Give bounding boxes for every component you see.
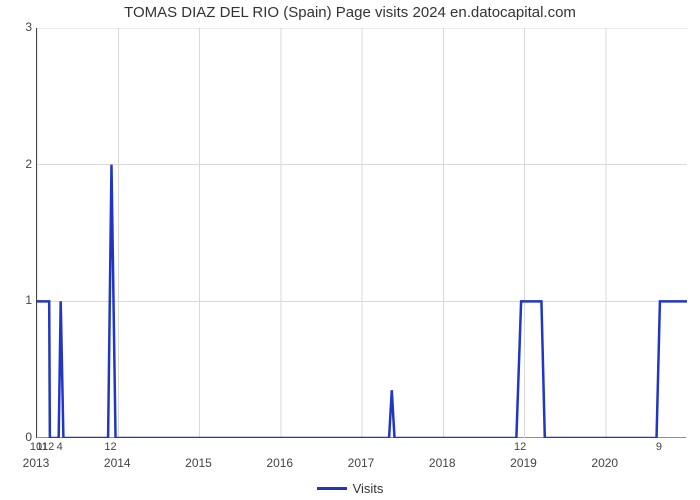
plot-area [36, 28, 686, 438]
x-major-tick-label: 2015 [179, 456, 219, 470]
x-major-tick-label: 2014 [97, 456, 137, 470]
x-minor-tick-label: 12 [100, 441, 120, 453]
legend: Visits [0, 480, 700, 496]
x-major-tick-label: 2018 [422, 456, 462, 470]
x-minor-tick-label: 9 [649, 441, 669, 453]
y-tick-label: 2 [8, 157, 32, 171]
x-minor-tick-label: 12 [510, 441, 530, 453]
x-major-tick-label: 2020 [585, 456, 625, 470]
x-minor-tick-label: 4 [50, 441, 70, 453]
legend-swatch [317, 487, 347, 490]
y-tick-label: 3 [8, 20, 32, 34]
x-major-tick-label: 2016 [260, 456, 300, 470]
x-major-tick-label: 2017 [341, 456, 381, 470]
plot-svg [37, 28, 687, 438]
y-tick-label: 1 [8, 293, 32, 307]
chart-title: TOMAS DIAZ DEL RIO (Spain) Page visits 2… [0, 4, 700, 21]
x-major-tick-label: 2013 [16, 456, 56, 470]
legend-label: Visits [353, 481, 384, 496]
chart-container: TOMAS DIAZ DEL RIO (Spain) Page visits 2… [0, 0, 700, 500]
x-major-tick-label: 2019 [504, 456, 544, 470]
